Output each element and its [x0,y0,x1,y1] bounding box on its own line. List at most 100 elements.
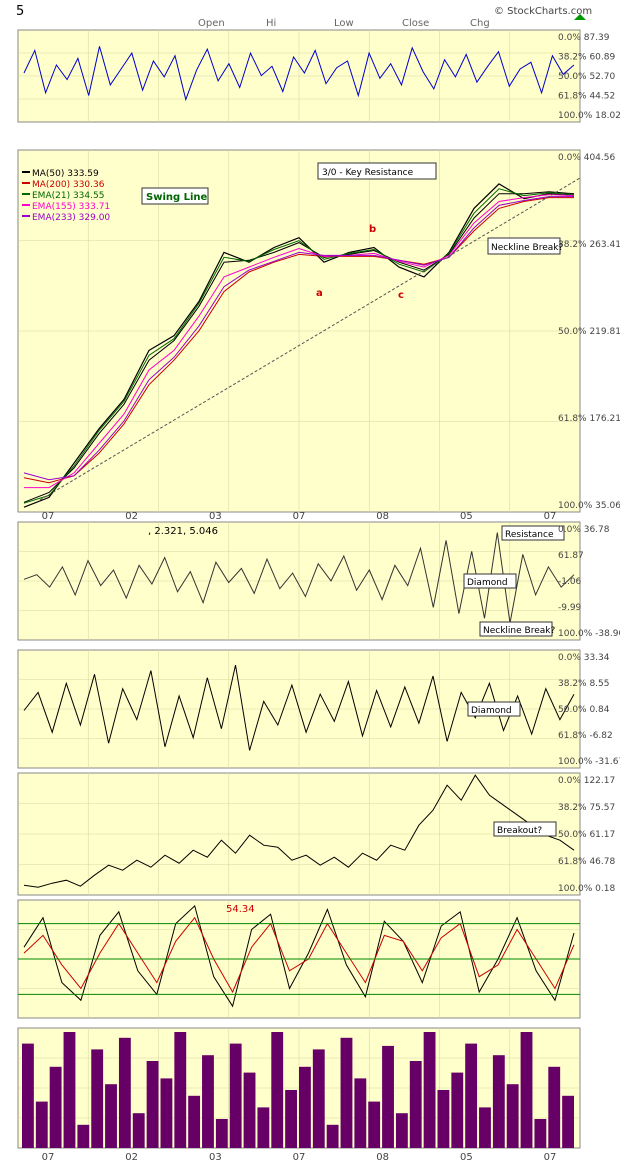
volume-bar [77,1124,90,1148]
resistance-label: Resistance [505,530,554,540]
x-tick-label: 02 [125,1152,138,1163]
volume-bar [548,1066,561,1148]
neckline-label-2: Neckline Break? [483,626,555,636]
fib-label: 38.2% 75.57 [558,803,615,813]
resistance-box [501,525,565,541]
fib-label: 38.2% 60.89 [558,53,615,63]
fib-label: 0.0% 33.34 [558,653,610,663]
legend-entry: EMA(21) 334.55 [32,191,104,201]
fib-label: 100.0% 35.06 [558,501,620,511]
volume-bar [243,1072,256,1148]
fib-label: 0.0% 122.17 [558,776,615,786]
volume-bar [63,1032,76,1148]
x-tick-label: 07 [544,511,557,522]
stochastic-fast-line [23,904,575,1008]
legend-entry: MA(200) 330.36 [32,180,105,190]
key-resistance-label: 3/0 - Key Resistance [322,168,414,178]
volume-bar [354,1078,367,1148]
x-tick-label: 07 [544,1152,557,1163]
volume-bar [451,1072,464,1148]
wave-b-label: b [369,224,376,235]
volume-bar [49,1066,62,1148]
header-open: Open [198,18,225,29]
x-tick-label: 07 [42,511,55,522]
volume-bar [202,1055,214,1148]
fib-label: -9.99 [558,603,582,613]
oscillator-4-line [23,774,575,888]
fib-label: 61.8% -6.82 [558,731,613,741]
wave-a-label: a [316,288,323,299]
volume-bar [395,1113,408,1148]
volume-bar [326,1124,339,1148]
volume-bar [91,1049,104,1148]
volume-bar [215,1119,228,1148]
diamond-label-3: Diamond [471,706,512,716]
volume-bar [520,1032,533,1148]
volume-bar [423,1032,436,1148]
volume-bar [534,1119,547,1148]
volume-bar [382,1045,394,1148]
x-tick-label: 03 [209,1152,222,1163]
volume-bar [132,1113,145,1148]
fib-label: 61.8% 44.52 [558,92,615,102]
volume-bar [271,1032,284,1148]
ma200-line [23,197,574,484]
volume-bar [35,1101,48,1148]
fib-label: 50.0% 52.70 [558,72,615,82]
ema155-line [24,194,575,489]
x-tick-label: 07 [293,1152,306,1163]
volume-bar [285,1090,297,1148]
volume-bar [257,1107,270,1148]
diamond-label-2: Diamond [467,578,508,588]
x-tick-label: 05 [460,511,473,522]
volume-bar [479,1107,491,1148]
stochastic-slow-line [23,916,575,994]
fib-label: 50.0% 61.17 [558,830,615,840]
stochastic-header-value: 54.34 [226,904,255,915]
oscillator-3-line [23,664,575,751]
breakout-label: Breakout? [497,826,542,836]
wave-c-label: c [398,290,404,301]
fib-label: 0.0% 404.56 [558,153,615,163]
volume-bar [174,1032,187,1148]
volume-bar [105,1084,117,1148]
volume-bar [229,1043,242,1148]
volume-bar [188,1095,201,1148]
volume-bar [465,1043,478,1148]
ema233-line [23,196,574,481]
fib-label: 100.0% 0.18 [558,884,615,894]
volume-bar [22,1043,34,1148]
price-line [23,183,575,508]
x-tick-label: 02 [125,511,138,522]
volume-bar [312,1049,325,1148]
fib-label: 50.0% 219.81 [558,327,620,337]
neckline-box-2 [479,621,553,637]
header-low: Low [334,18,354,29]
fib-label: 38.2% 263.41 [558,240,620,250]
x-tick-label: 07 [42,1152,55,1163]
volume-bar [118,1037,131,1148]
legend-entry: EMA(155) 333.71 [32,202,110,212]
volume-bar [506,1084,519,1148]
stockcharts-brand[interactable]: © StockCharts.com [494,6,593,17]
swing-line-label: Swing Line [146,192,208,203]
header-left-label: 5 [16,4,25,19]
volume-bar [160,1078,173,1148]
volume-bar [340,1037,353,1148]
fib-label: 0.0% 36.78 [558,525,610,535]
x-tick-label: 05 [460,1152,473,1163]
volume-bar [562,1095,574,1148]
breakout-box [493,821,557,837]
fib-label: 100.0% -31.67 [558,757,620,767]
volume-bar [409,1061,422,1148]
header-chg: Chg [470,18,490,29]
volume-bar [368,1101,381,1148]
header-close: Close [402,18,429,29]
x-tick-label: 08 [376,1152,389,1163]
top-oscillator-line [23,46,575,102]
fib-label: 50.0% 0.84 [558,705,610,715]
volume-bar [299,1066,311,1148]
volume-bar [437,1090,450,1148]
